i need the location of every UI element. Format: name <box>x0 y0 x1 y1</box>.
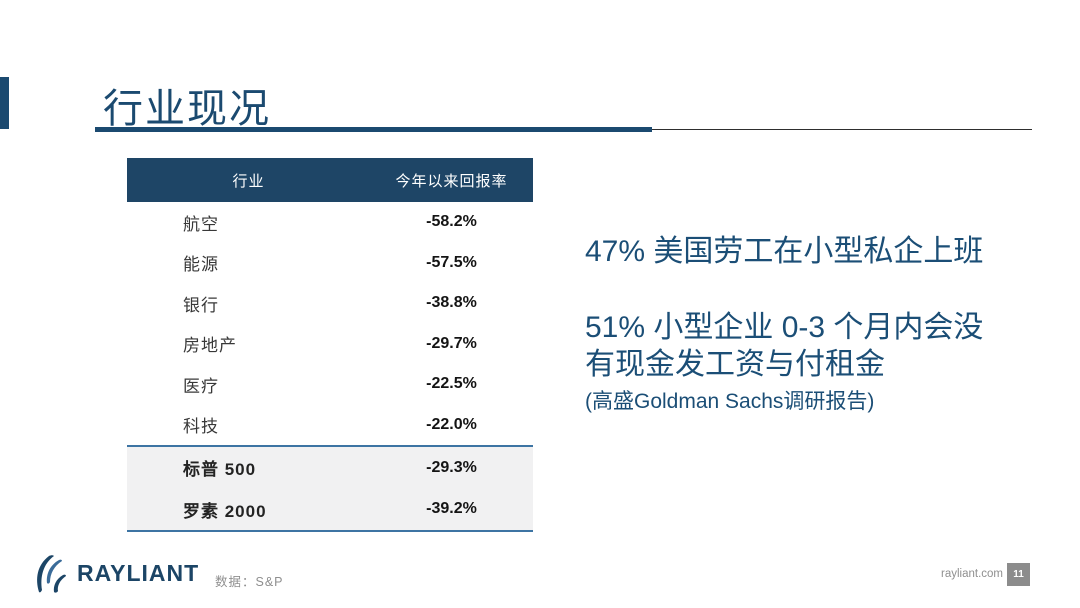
table-row-benchmark: 标普 500 -29.3% <box>127 447 533 489</box>
row-label: 医疗 <box>183 376 219 396</box>
row-label: 能源 <box>183 255 219 275</box>
rayliant-logo: RAYLIANT <box>32 553 199 593</box>
title-accent-bar <box>0 77 9 129</box>
row-value: -29.3% <box>426 458 477 476</box>
website-link[interactable]: rayliant.com <box>941 568 1003 580</box>
row-label: 房地产 <box>183 336 237 356</box>
table-header-industry: 行业 <box>232 172 265 190</box>
rayliant-logo-icon <box>37 555 66 593</box>
header-divider-line <box>652 129 1032 130</box>
highlight-text-block: 47% 美国劳工在小型私企上班 51% 小型企业 0-3 个月内会没 有现金发工… <box>585 233 1035 415</box>
row-label: 罗素 2000 <box>183 501 267 521</box>
table-row: 航空 -58.2% <box>127 202 533 243</box>
highlight-stat-51: 51% 小型企业 0-3 个月内会没 有现金发工资与付租金 <box>585 309 1035 383</box>
row-value: -57.5% <box>426 253 477 271</box>
row-value: -22.0% <box>426 415 477 433</box>
rayliant-logo-text: RAYLIANT <box>77 559 200 586</box>
table-header-row: 行业 今年以来回报率 <box>127 158 533 202</box>
data-source-note: 数据：S&P <box>215 575 284 589</box>
source-citation: (高盛Goldman Sachs调研报告) <box>585 390 875 413</box>
table-row: 能源 -57.5% <box>127 242 533 283</box>
page-number-badge: 11 <box>1007 563 1030 586</box>
row-label: 航空 <box>183 214 219 234</box>
table-row: 房地产 -29.7% <box>127 323 533 364</box>
benchmark-rows-section: 标普 500 -29.3% 罗素 2000 -39.2% <box>127 445 533 532</box>
table-row: 医疗 -22.5% <box>127 364 533 405</box>
page-title: 行业现况 <box>103 87 271 131</box>
highlight-stat-47: 47% 美国劳工在小型私企上班 <box>585 235 984 268</box>
table-row: 科技 -22.0% <box>127 404 533 445</box>
row-value: -38.8% <box>426 294 477 312</box>
row-value: -22.5% <box>426 375 477 393</box>
row-value: -39.2% <box>426 500 477 518</box>
row-label: 标普 500 <box>183 460 257 480</box>
row-label: 科技 <box>183 417 219 437</box>
highlight-stat-51-line2: 有现金发工资与付租金 <box>585 348 885 381</box>
highlight-stat-51-line1: 51% 小型企业 0-3 个月内会没 <box>585 311 984 344</box>
table-header-ytd-return: 今年以来回报率 <box>395 172 508 190</box>
sector-returns-table: 行业 今年以来回报率 航空 -58.2% 能源 -57.5% 银行 -38.8%… <box>127 158 533 532</box>
title-underline <box>95 127 652 132</box>
row-value: -58.2% <box>426 213 477 231</box>
row-value: -29.7% <box>426 334 477 352</box>
table-row: 银行 -38.8% <box>127 283 533 324</box>
row-label: 银行 <box>183 295 219 315</box>
table-row-benchmark: 罗素 2000 -39.2% <box>127 489 533 531</box>
